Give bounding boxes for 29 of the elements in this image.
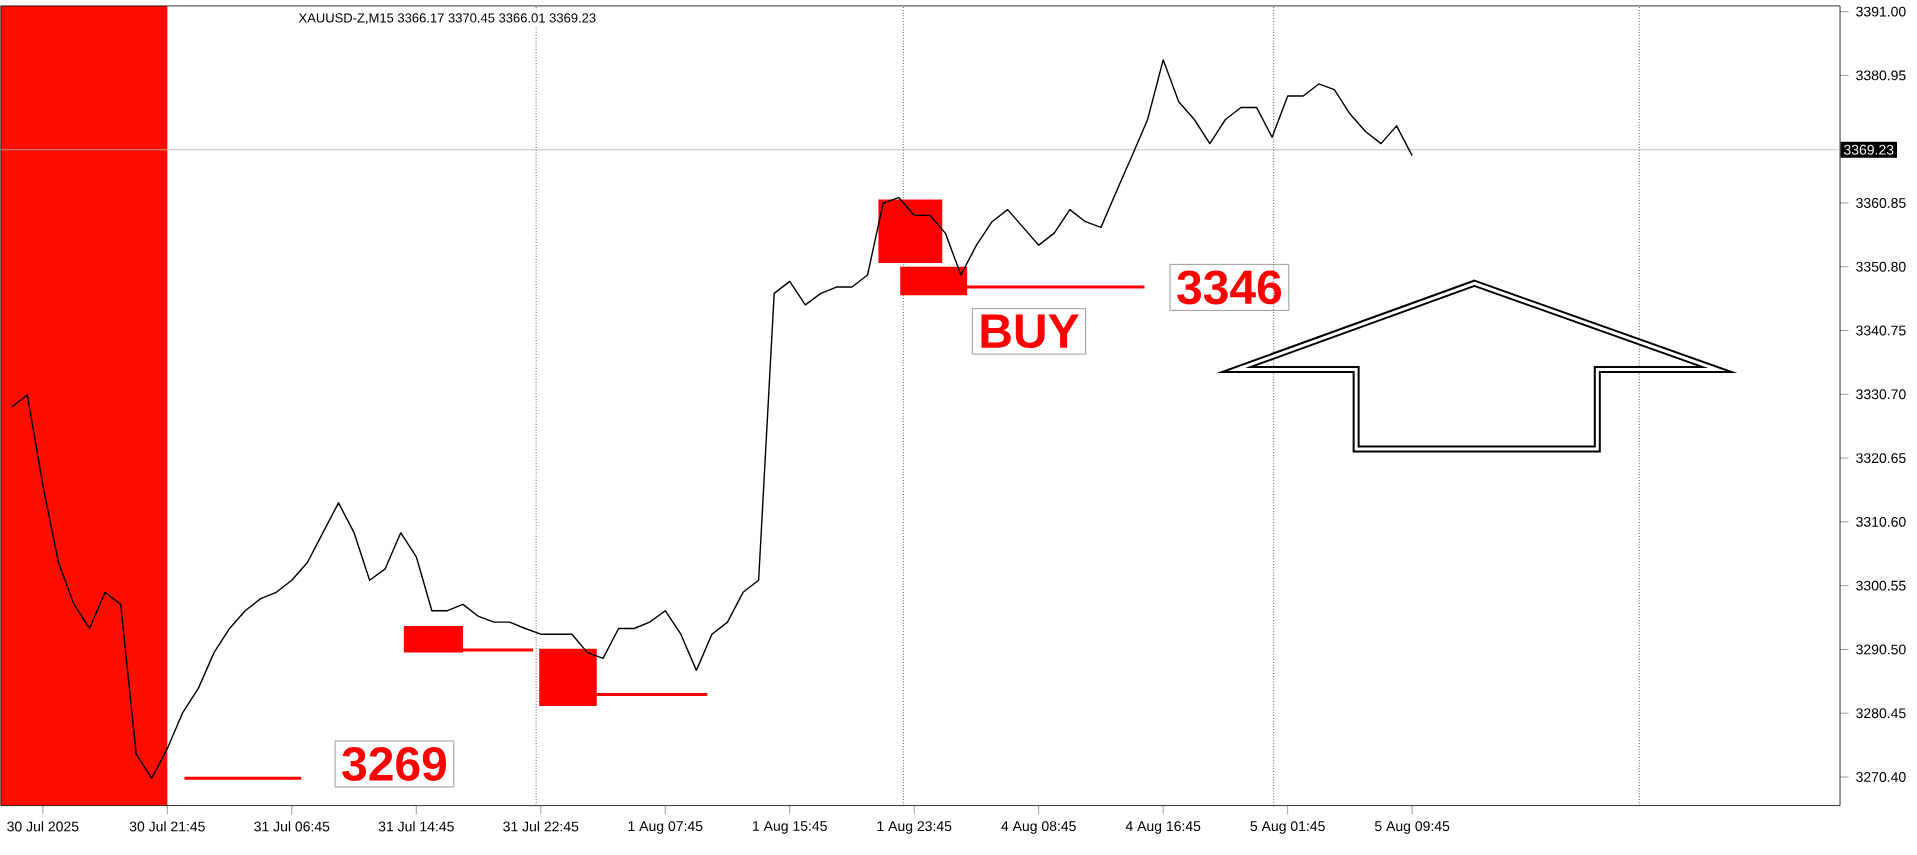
annotation: 3269 bbox=[342, 747, 446, 782]
x-tick-label: 31 Jul 14:45 bbox=[378, 821, 454, 832]
y-tick-label: 3350.80 bbox=[1856, 262, 1906, 272]
x-tick-label: 31 Jul 22:45 bbox=[503, 821, 579, 832]
y-tick-label: 3330.70 bbox=[1856, 389, 1906, 400]
x-tick-label: 1 Aug 07:45 bbox=[628, 821, 703, 835]
annotation: BUY bbox=[981, 314, 1079, 349]
y-tick-label: 3270.40 bbox=[1856, 772, 1906, 783]
y-tick-label: 3380.95 bbox=[1856, 70, 1906, 81]
x-tick-label: 31 Jul 06:45 bbox=[254, 821, 330, 832]
y-tick-label: 3290.50 bbox=[1856, 644, 1906, 655]
x-tick-label: 5 Aug 09:45 bbox=[1374, 821, 1450, 835]
x-tick-label: 1 Aug 15:45 bbox=[753, 821, 827, 834]
x-tick-label: 30 Jul 2025 bbox=[7, 821, 79, 832]
ref-line-label: 3369.23 bbox=[1843, 145, 1894, 155]
x-tick-label: 5 Aug 01:45 bbox=[1250, 821, 1325, 835]
y-tick-label: 3300.55 bbox=[1856, 580, 1906, 591]
x-tick-label: 4 Aug 08:45 bbox=[1001, 821, 1076, 835]
y-tick-label: 3360.85 bbox=[1856, 198, 1906, 209]
y-tick-label: 3310.60 bbox=[1856, 517, 1906, 528]
y-tick-label: 3340.75 bbox=[1856, 325, 1906, 336]
y-tick-label: 3280.45 bbox=[1856, 708, 1906, 719]
x-tick-label: 1 Aug 23:45 bbox=[877, 821, 952, 835]
x-tick-label: 30 Jul 21:45 bbox=[129, 821, 205, 832]
annotation: 3346 bbox=[1177, 270, 1282, 305]
y-tick-label: 3391.00 bbox=[1856, 6, 1906, 17]
x-tick-label: 4 Aug 16:45 bbox=[1125, 821, 1201, 835]
chart-title: XAUUSD-Z,M15 3366.17 3370.45 3366.01 3369.23 bbox=[298, 13, 596, 25]
y-tick-label: 3320.65 bbox=[1856, 453, 1906, 464]
